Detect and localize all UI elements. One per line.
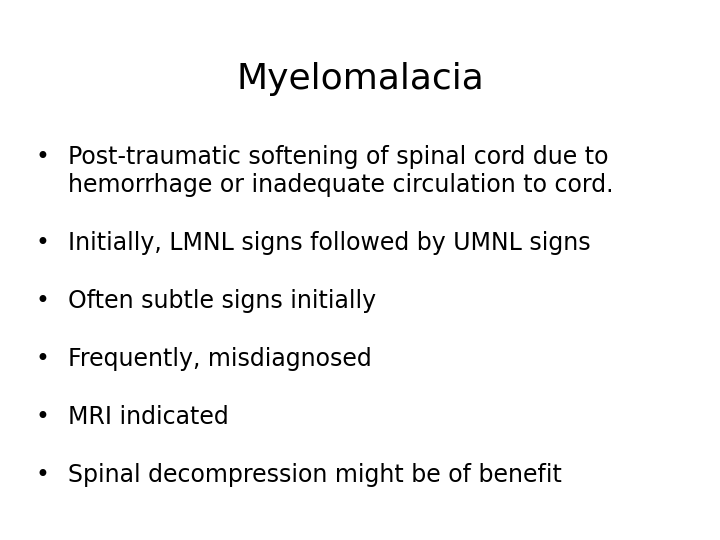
Text: Myelomalacia: Myelomalacia (236, 62, 484, 96)
Text: Frequently, misdiagnosed: Frequently, misdiagnosed (68, 347, 372, 371)
Text: •: • (35, 347, 49, 371)
Text: •: • (35, 405, 49, 429)
Text: Often subtle signs initially: Often subtle signs initially (68, 289, 376, 313)
Text: •: • (35, 289, 49, 313)
Text: •: • (35, 463, 49, 487)
Text: hemorrhage or inadequate circulation to cord.: hemorrhage or inadequate circulation to … (68, 173, 613, 197)
Text: •: • (35, 231, 49, 255)
Text: Post-traumatic softening of spinal cord due to: Post-traumatic softening of spinal cord … (68, 145, 608, 169)
Text: •: • (35, 145, 49, 169)
Text: Spinal decompression might be of benefit: Spinal decompression might be of benefit (68, 463, 562, 487)
Text: Initially, LMNL signs followed by UMNL signs: Initially, LMNL signs followed by UMNL s… (68, 231, 590, 255)
Text: MRI indicated: MRI indicated (68, 405, 229, 429)
